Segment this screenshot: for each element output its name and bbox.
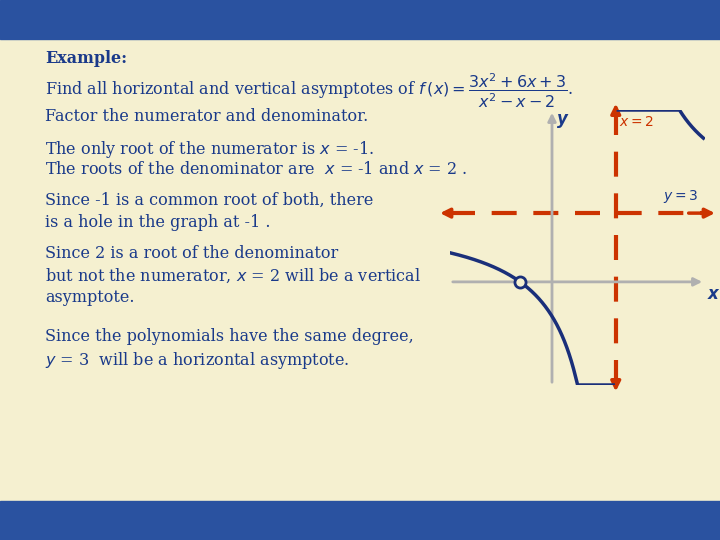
Text: $\bfit{x}$: $\bfit{x}$ bbox=[706, 285, 720, 303]
Text: $y$ = 3  will be a horizontal asymptote.: $y$ = 3 will be a horizontal asymptote. bbox=[45, 350, 349, 371]
Text: $x = 2$: $x = 2$ bbox=[619, 114, 654, 129]
Text: Example:: Example: bbox=[45, 50, 127, 67]
Text: Since -1 is a common root of both, there: Since -1 is a common root of both, there bbox=[45, 192, 374, 209]
Text: Copyright © by Houghton Mifflin Company, Inc. All rights reserved.: Copyright © by Houghton Mifflin Company,… bbox=[10, 516, 361, 525]
Bar bbox=[0, 0, 720, 39]
Text: Since the polynomials have the same degree,: Since the polynomials have the same degr… bbox=[45, 328, 414, 345]
Text: but not the numerator, $x$ = 2 will be a vertical: but not the numerator, $x$ = 2 will be a… bbox=[45, 267, 421, 285]
Text: 11: 11 bbox=[689, 513, 710, 528]
Text: is a hole in the graph at -1 .: is a hole in the graph at -1 . bbox=[45, 214, 271, 231]
Text: Find all horizontal and vertical asymptotes of $f\,(x) = \dfrac{3x^2+6x+3}{x^2-x: Find all horizontal and vertical asympto… bbox=[45, 72, 573, 110]
Bar bbox=[0, 501, 720, 540]
Text: The roots of the denominator are  $x$ = -1 and $x$ = 2 .: The roots of the denominator are $x$ = -… bbox=[45, 161, 467, 178]
Text: asymptote.: asymptote. bbox=[45, 289, 135, 306]
Text: $y = 3$: $y = 3$ bbox=[663, 188, 698, 205]
Text: $\bfit{y}$: $\bfit{y}$ bbox=[556, 112, 570, 130]
Text: Factor the numerator and denominator.: Factor the numerator and denominator. bbox=[45, 108, 368, 125]
Text: Since 2 is a root of the denominator: Since 2 is a root of the denominator bbox=[45, 245, 338, 262]
Text: The only root of the numerator is $x$ = -1.: The only root of the numerator is $x$ = … bbox=[45, 139, 374, 160]
